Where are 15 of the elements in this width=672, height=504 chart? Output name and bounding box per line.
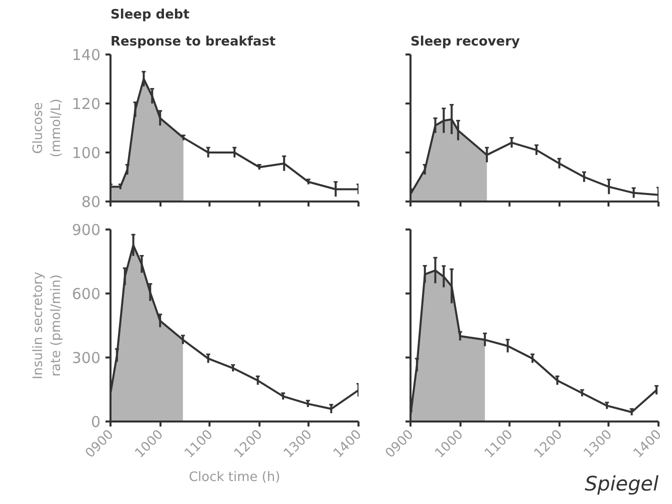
y-tick-label: 140 xyxy=(72,46,101,64)
y-axis-title: Glucose (mmol/L) xyxy=(30,98,64,158)
y-tick-label: 600 xyxy=(72,285,101,303)
y-tick-label: 900 xyxy=(72,221,101,239)
chart-title: Sleep recovery xyxy=(410,34,520,50)
y-tick-label: 120 xyxy=(72,95,101,113)
y-tick-label: 300 xyxy=(72,349,101,367)
y-tick-label: 100 xyxy=(72,144,101,162)
text: Spiegel xyxy=(584,472,659,496)
y-axis-title: Insulin secretory rate (pmol/min) xyxy=(30,271,64,380)
y-tick-label: 0 xyxy=(90,413,101,431)
chart-subtitle: Response to breakfast xyxy=(110,34,276,50)
chart-title: Sleep debt xyxy=(110,8,190,22)
y-tick-label: 80 xyxy=(81,193,101,211)
x-axis-title: Clock time (h) xyxy=(188,470,280,485)
